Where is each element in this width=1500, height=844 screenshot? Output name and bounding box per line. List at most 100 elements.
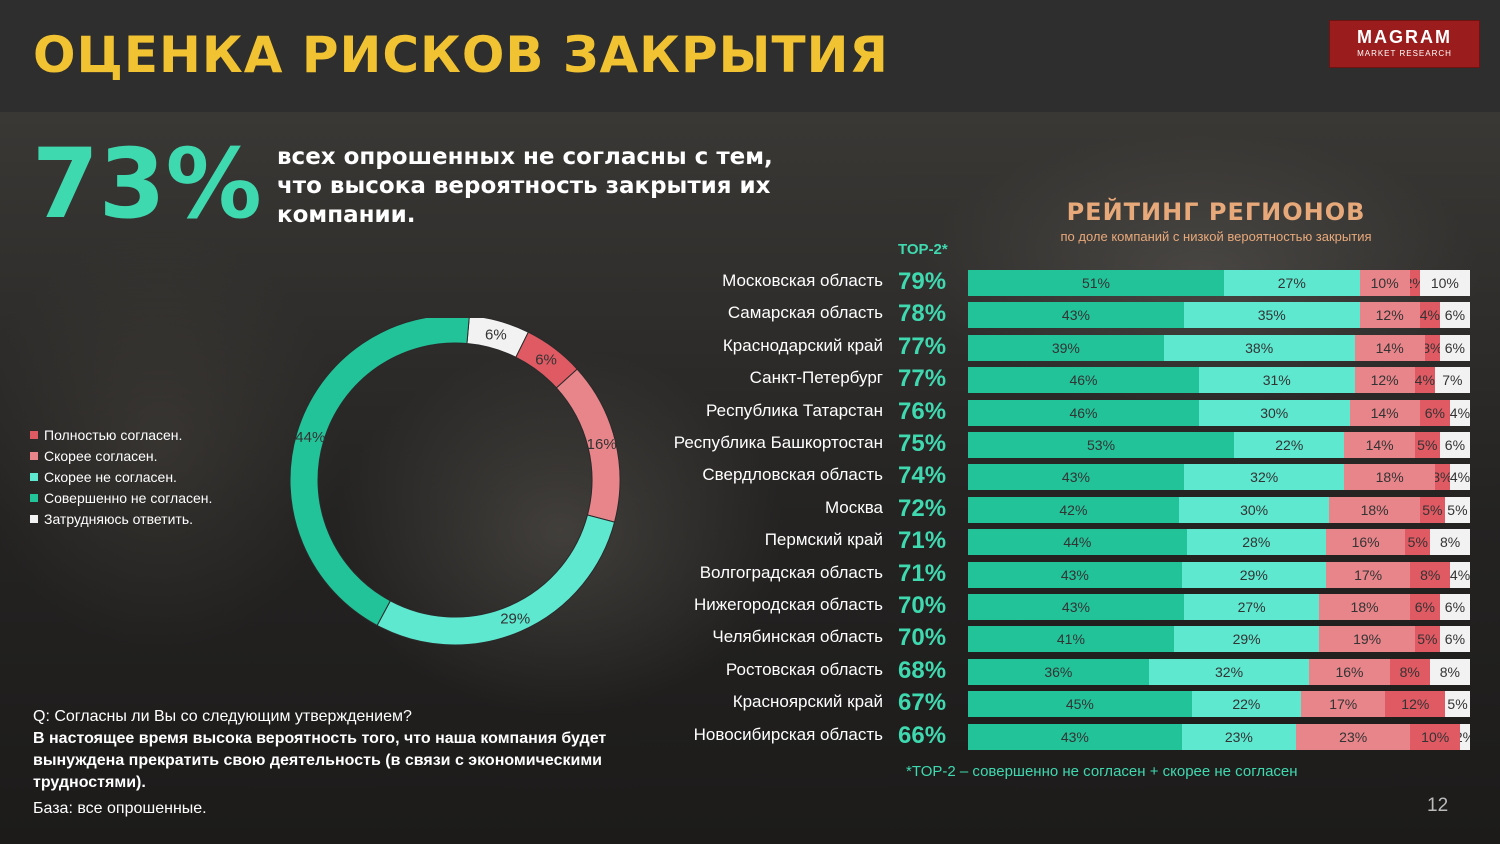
bar-segment: 4%: [1414, 367, 1435, 394]
bar-segment: 10%: [1419, 270, 1470, 296]
bar-segment: 31%: [1198, 367, 1355, 394]
top2-value: 70%: [898, 624, 947, 652]
top2-value: 71%: [898, 527, 947, 555]
bar-segment: 10%: [1359, 270, 1410, 296]
bar-segment: 27%: [1224, 270, 1360, 296]
bar-segment: 6%: [1439, 594, 1470, 620]
bar-segment: 43%: [968, 723, 1182, 750]
bar-segment: 44%: [968, 529, 1187, 556]
bar-segment: 16%: [1325, 529, 1406, 556]
ranking-title: РЕЙТИНГ РЕГИОНОВ: [1066, 198, 1366, 226]
logo-name: MAGRAM: [1357, 27, 1452, 47]
top2-value: 74%: [898, 462, 947, 490]
legend-swatch: [30, 451, 38, 460]
ranking-row: Республика Башкортостан 75% 53% 22% 14% 5% 6%: [0, 428, 1500, 460]
bar-segment: 12%: [1385, 691, 1446, 718]
bar-segment: 4%: [1419, 302, 1440, 329]
region-name: Самарская область: [727, 303, 883, 323]
region-name: Красноярский край: [732, 692, 883, 712]
legend-swatch: [30, 493, 38, 502]
legend-label: Совершенно не согласен.: [44, 489, 213, 506]
bar-segment: 16%: [1309, 658, 1390, 685]
bar-segment: 2%: [1460, 723, 1470, 750]
top2-value: 67%: [898, 689, 947, 717]
stacked-bar: 51%27%10%2%10%: [968, 270, 1470, 296]
stacked-bar: 46% 31% 12% 4% 7%: [968, 367, 1470, 394]
region-name: Республика Башкортостан: [673, 433, 883, 452]
region-name: Челябинская область: [712, 627, 883, 647]
bar-segment: 12%: [1359, 302, 1420, 329]
ranking-row: Москва 72% 42% 30% 18% 5% 5%: [0, 493, 1500, 525]
top2-header: TOP-2*: [898, 241, 948, 258]
bar-segment: 3%: [1424, 334, 1440, 361]
bar-segment: 2%: [1409, 270, 1420, 296]
bar-segment: 7%: [1434, 367, 1470, 394]
bar-segment: 14%: [1349, 399, 1420, 426]
ranking-row: Ростовская область 68% 36% 32% 16% 8% 8%: [0, 655, 1500, 687]
ranking-row: Пермский край 71% 44% 28% 16% 5% 8%: [0, 525, 1500, 557]
top2-value: 66%: [898, 721, 947, 749]
bar-segment: 43%: [968, 302, 1184, 329]
bar-segment: 6%: [1439, 302, 1470, 329]
bar-segment: 27%: [1183, 594, 1320, 620]
bar-segment: 4%: [1449, 464, 1470, 491]
region-name: Московская область: [722, 271, 883, 290]
bar-segment: 35%: [1183, 302, 1360, 329]
bar-segment: 18%: [1329, 496, 1420, 523]
bar-segment: 23%: [1296, 723, 1411, 750]
donut-chart: 6% 6% 16% 29% 44%: [289, 318, 621, 646]
bar-segment: 29%: [1173, 626, 1320, 653]
bar-segment: 43%: [968, 594, 1184, 620]
stacked-bar: 46% 30% 14% 6% 4%: [968, 399, 1470, 426]
region-name: Республика Татарстан: [706, 400, 883, 420]
bar-segment: 43%: [968, 464, 1184, 491]
bar-segment: 6%: [1419, 399, 1450, 426]
bar-segment: 18%: [1344, 464, 1435, 491]
ranking-row: Красноярский край 67% 45% 22% 17% 12% 5%: [0, 687, 1500, 719]
legend-label: Скорее не согласен.: [44, 468, 177, 485]
stacked-bar: 45% 22% 17% 12% 5%: [968, 691, 1470, 718]
donut-slice-label: 6%: [535, 352, 557, 369]
legend-label: Полностью согласен.: [44, 426, 183, 443]
question-block: Q: Согласны ли Вы со следующим утвержден…: [33, 706, 613, 794]
region-name: Новосибирская область: [693, 724, 883, 744]
page-title: ОЦЕНКА РИСКОВ ЗАКРЫТИЯ: [33, 26, 889, 84]
legend-item: Скорее согласен.: [30, 445, 212, 466]
page-number: 12: [1427, 795, 1449, 816]
donut-slice-label: 6%: [485, 327, 507, 344]
question-text: Q: Согласны ли Вы со следующим утвержден…: [33, 708, 412, 725]
region-name: Свердловская область: [702, 465, 883, 485]
region-name: Волгоградская область: [699, 562, 883, 582]
top2-footnote: *TOP-2 – совершенно не согласен + скорее…: [906, 763, 1298, 780]
bar-segment: 30%: [1178, 496, 1330, 523]
headline-percent: 73%: [32, 128, 262, 240]
ranking-row: Краснодарский край 77% 39%38%14%3%6%: [0, 331, 1500, 363]
bar-segment: 17%: [1301, 691, 1386, 718]
bar-segment: 5%: [1445, 691, 1470, 718]
ranking-row: Челябинская область 70% 41% 29% 19% 5% 6%: [0, 622, 1500, 654]
bar-segment: 45%: [968, 691, 1192, 718]
stacked-bar: 53% 22% 14% 5% 6%: [968, 432, 1470, 458]
bar-segment: 4%: [1450, 561, 1470, 588]
bar-segment: 53%: [968, 432, 1235, 458]
bar-segment: 14%: [1354, 334, 1425, 361]
bar-segment: 6%: [1439, 334, 1470, 361]
bar-segment: 39%: [968, 334, 1164, 361]
bar-segment: 17%: [1325, 561, 1411, 588]
bar-segment: 42%: [968, 496, 1179, 523]
stacked-bar: 36% 32% 16% 8% 8%: [968, 658, 1470, 685]
region-name: Нижегородская область: [694, 595, 883, 614]
stacked-bar: 41% 29% 19% 5% 6%: [968, 626, 1470, 653]
stacked-bar: 43% 29% 17% 8% 4%: [968, 561, 1470, 588]
bar-segment: 5%: [1414, 626, 1440, 653]
bar-segment: 32%: [1148, 658, 1310, 685]
bar-segment: 22%: [1234, 432, 1345, 458]
top2-value: 77%: [898, 332, 947, 360]
top2-value: 76%: [898, 397, 947, 425]
stacked-bar: 43%32%18%3%4%: [968, 464, 1470, 491]
ranking-row: Свердловская область 74% 43%32%18%3%4%: [0, 460, 1500, 492]
base-note: База: все опрошенные.: [33, 800, 207, 817]
stacked-bar: 39%38%14%3%6%: [968, 334, 1470, 361]
bar-segment: 14%: [1344, 432, 1415, 458]
